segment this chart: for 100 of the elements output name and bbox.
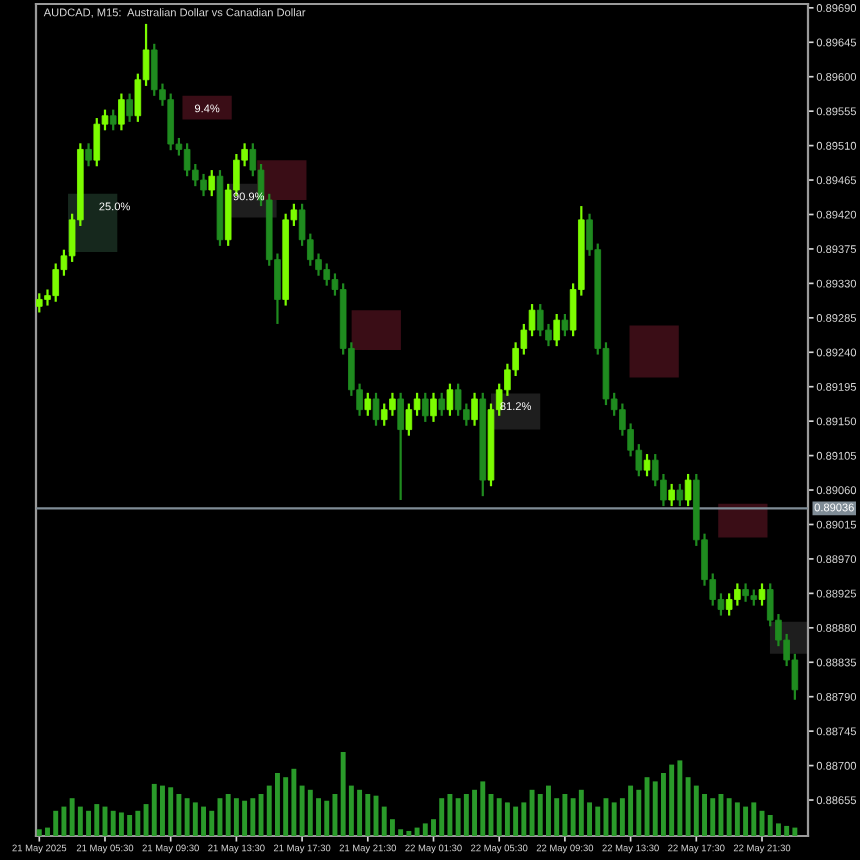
bar bbox=[86, 810, 92, 836]
candlestick bbox=[553, 312, 560, 348]
bar bbox=[168, 787, 174, 836]
bar bbox=[406, 830, 412, 836]
candlestick bbox=[536, 302, 544, 338]
bar bbox=[414, 827, 420, 836]
bar bbox=[521, 802, 527, 836]
bar bbox=[546, 785, 551, 836]
bar bbox=[636, 789, 642, 836]
bar bbox=[628, 785, 634, 836]
bar bbox=[94, 804, 100, 836]
candlestick bbox=[397, 391, 404, 502]
candlestick bbox=[167, 92, 174, 152]
bar bbox=[529, 789, 535, 836]
bar bbox=[472, 789, 478, 836]
bar bbox=[629, 325, 679, 378]
bar bbox=[160, 785, 165, 836]
bar bbox=[595, 806, 601, 836]
bar bbox=[77, 806, 83, 836]
candlestick bbox=[643, 452, 651, 478]
bar bbox=[151, 783, 157, 836]
bar bbox=[201, 806, 206, 836]
candlestick bbox=[471, 391, 478, 427]
candlestick bbox=[742, 582, 749, 603]
bar bbox=[422, 823, 428, 836]
bar bbox=[316, 798, 321, 836]
bar bbox=[751, 802, 757, 836]
bar bbox=[209, 810, 215, 836]
bar bbox=[69, 798, 75, 836]
candlestick bbox=[93, 116, 101, 168]
bar bbox=[299, 785, 305, 836]
bar bbox=[332, 794, 338, 836]
candlestick bbox=[118, 92, 125, 132]
candlestick bbox=[405, 402, 413, 437]
bar bbox=[53, 810, 59, 836]
bar bbox=[669, 764, 675, 836]
bar bbox=[357, 789, 363, 836]
bar bbox=[182, 95, 232, 120]
bar bbox=[685, 777, 691, 836]
bar bbox=[677, 760, 683, 836]
bar bbox=[611, 802, 617, 836]
candlestick bbox=[372, 391, 380, 427]
candlestick bbox=[389, 391, 396, 417]
bar bbox=[365, 794, 371, 836]
candlestick bbox=[676, 482, 684, 508]
bar bbox=[340, 752, 346, 836]
bar bbox=[447, 794, 453, 836]
bar bbox=[381, 806, 387, 836]
bar bbox=[702, 794, 707, 836]
bar bbox=[734, 802, 740, 836]
bar bbox=[118, 812, 124, 836]
bar bbox=[767, 815, 773, 836]
candlestick bbox=[183, 142, 191, 178]
bar bbox=[480, 781, 486, 836]
bar bbox=[176, 794, 182, 836]
candlestick bbox=[561, 312, 569, 338]
candlestick bbox=[323, 262, 331, 287]
bar bbox=[307, 789, 313, 836]
candlestick bbox=[126, 92, 133, 123]
candlestick bbox=[438, 391, 446, 417]
bar bbox=[784, 825, 790, 836]
bar bbox=[455, 798, 461, 836]
bar bbox=[570, 798, 576, 836]
candlestick bbox=[200, 172, 207, 198]
candlestick bbox=[85, 142, 92, 168]
bar bbox=[127, 815, 133, 836]
bar bbox=[710, 798, 716, 836]
bar bbox=[351, 310, 401, 350]
bar bbox=[283, 777, 289, 836]
bar bbox=[718, 794, 724, 836]
candlestick bbox=[208, 168, 216, 198]
bar bbox=[233, 798, 239, 836]
bar bbox=[726, 798, 732, 836]
bar bbox=[693, 785, 699, 836]
bar bbox=[513, 806, 519, 836]
bar bbox=[792, 827, 798, 836]
bar bbox=[775, 823, 781, 836]
candlestick bbox=[430, 391, 437, 424]
bar bbox=[242, 800, 248, 836]
bar bbox=[110, 810, 116, 836]
bar bbox=[504, 802, 510, 836]
bar bbox=[184, 798, 190, 836]
bar bbox=[291, 768, 297, 836]
candlestick bbox=[421, 391, 429, 424]
bar bbox=[578, 789, 584, 836]
candlestick bbox=[36, 292, 43, 314]
bar bbox=[225, 794, 231, 836]
candlestick bbox=[734, 582, 741, 607]
candlestick bbox=[668, 482, 675, 508]
bar bbox=[36, 829, 42, 836]
bar bbox=[562, 794, 568, 836]
bar bbox=[537, 794, 543, 836]
candlestick bbox=[109, 108, 117, 132]
candlestick bbox=[684, 472, 692, 508]
candlestick bbox=[758, 582, 766, 607]
bar bbox=[192, 802, 198, 836]
bar bbox=[274, 773, 280, 836]
bar bbox=[135, 810, 141, 836]
candlestick bbox=[364, 391, 372, 417]
bar bbox=[61, 806, 67, 836]
